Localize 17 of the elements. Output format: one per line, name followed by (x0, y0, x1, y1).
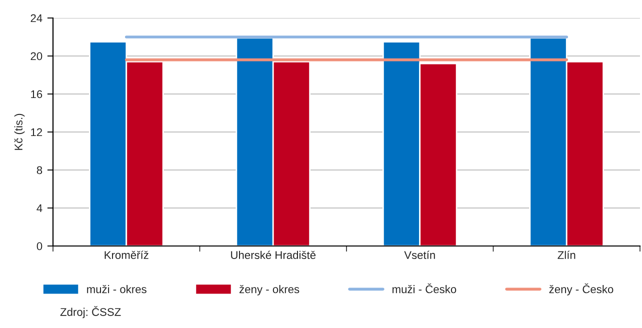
legend-label: ženy - okres (240, 284, 300, 296)
y-tick-label: 4 (36, 204, 42, 212)
x-tick-label: Kroměříž (104, 250, 148, 260)
y-tick-label: 8 (36, 166, 42, 174)
legend-label: muži - Česko (392, 283, 456, 294)
x-tick-label: Uherské Hradiště (231, 250, 316, 260)
y-tick-label: 12 (31, 128, 42, 136)
legend-label: muži - okres (87, 284, 146, 294)
text: Zdroj: ČSSZ (60, 306, 121, 318)
y-tick-label: 16 (31, 90, 42, 98)
y-axis-title: Kč (tis.) (14, 114, 25, 150)
y-tick-label: 24 (30, 14, 42, 22)
y-tick-label: 0 (36, 242, 42, 250)
legend-label: ženy - Česko (549, 283, 614, 296)
x-tick-label: Zlín (558, 250, 576, 259)
y-tick-label: 20 (30, 52, 42, 60)
x-tick-label: Vsetín (404, 250, 435, 260)
